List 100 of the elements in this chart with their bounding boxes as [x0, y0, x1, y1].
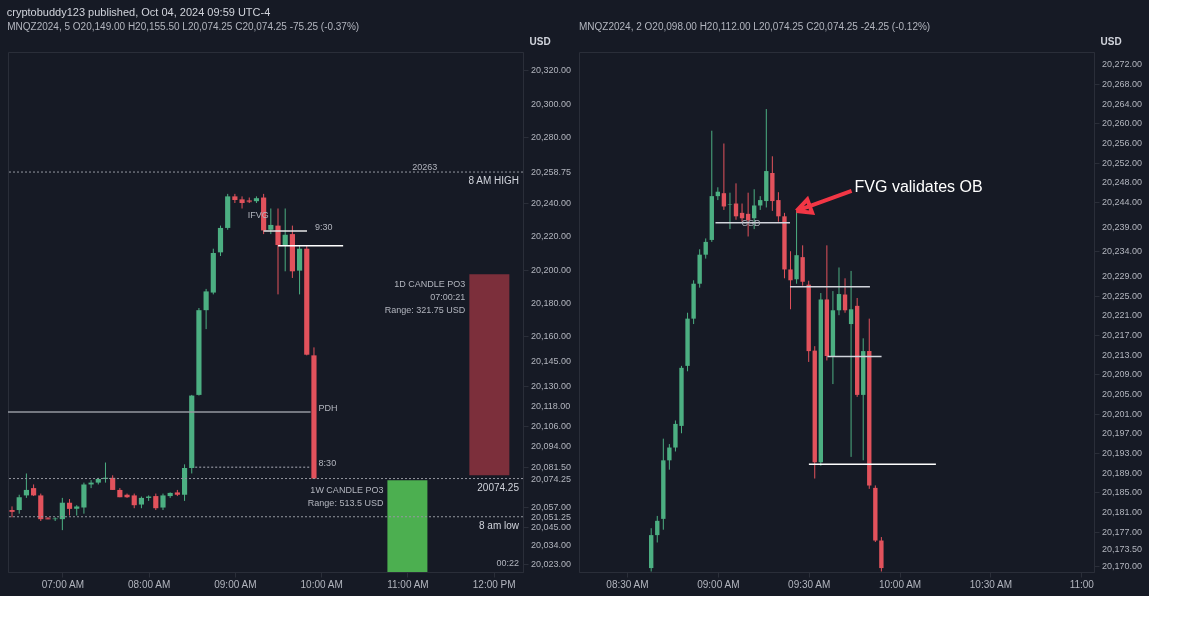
candlestick — [9, 505, 15, 518]
y-tick-label: 20,220.00 — [531, 231, 572, 242]
y-tick-label: 20,057.00 — [531, 502, 572, 513]
y-tick-label: 20,177.00 — [1102, 526, 1143, 537]
candlestick — [667, 443, 672, 471]
annotation: 00:22 — [496, 558, 519, 568]
candlestick — [45, 516, 51, 520]
candlestick — [81, 482, 87, 515]
chart-subtitle: MNQZ2024, 2 O20,098.00 H20,112.00 L20,074.25 C20,074.25 -24.25 (-0.12%) — [579, 21, 931, 32]
y-tick-label: 20,185.00 — [1102, 487, 1143, 498]
annotation: 20263 — [412, 161, 438, 172]
y-tick-label: 20,193.00 — [1102, 447, 1143, 458]
y-tick-label: 20,118.00 — [531, 400, 571, 411]
y-tick-label: 20,239.00 — [1102, 221, 1143, 232]
y-tick-label: 20,264.00 — [1102, 98, 1143, 109]
x-tick-label: 11:00 — [1069, 578, 1095, 590]
y-tick-label: 20,034.00 — [531, 540, 572, 551]
y-tick-label: 20,252.00 — [1102, 157, 1143, 168]
y-tick-label: 20,225.00 — [1102, 290, 1143, 301]
annotation: 9:30 — [314, 222, 333, 233]
x-tick-label: 07:00 AM — [41, 578, 84, 590]
candlestick — [239, 195, 245, 209]
annotation: FVG validates OB — [854, 177, 983, 195]
candlestick — [296, 244, 303, 295]
y-tick-label: 20,160.00 — [531, 331, 572, 342]
y-tick-label: 20,213.00 — [1102, 349, 1143, 360]
y-tick-label: 20,229.00 — [1102, 270, 1143, 281]
candlestick — [727, 192, 733, 230]
candlestick — [232, 193, 238, 204]
annotation: 1W CANDLE PO3 — [310, 485, 384, 496]
y-axis-title: USD — [1100, 35, 1122, 47]
x-tick-label: 08:30 AM — [606, 578, 649, 590]
candlestick — [721, 143, 727, 211]
candlestick — [836, 266, 842, 316]
candlestick — [16, 494, 22, 515]
y-tick-label: 20,094.00 — [531, 440, 572, 451]
chart-title: cryptobuddy123 published, Oct 04, 2024 09:59 UTC-4 — [6, 5, 271, 18]
y-tick-label: 20,074.25 — [531, 473, 572, 484]
y-tick-label: 20,234.00 — [1102, 246, 1143, 257]
annotation: Range: 513.5 USD — [307, 498, 384, 509]
y-tick-label: 20,023.00 — [531, 558, 572, 569]
y-tick-label: 20,145.00 — [531, 356, 572, 367]
candlestick — [848, 270, 854, 458]
y-tick-label: 20,320.00 — [531, 65, 572, 76]
x-tick-label: 09:00 AM — [697, 578, 740, 590]
x-tick-label: 10:00 AM — [878, 578, 922, 590]
y-tick-label: 20,272.00 — [1102, 59, 1143, 70]
x-tick-label: 08:00 AM — [127, 578, 171, 590]
annotation: Range: 321.75 USD — [384, 305, 466, 316]
y-tick-label: 20,081.50 — [531, 461, 572, 472]
candlestick — [703, 237, 708, 260]
candlestick — [124, 493, 130, 499]
y-tick-label: 20,221.00 — [1102, 310, 1143, 321]
chart-subtitle: MNQZ2024, 5 O20,149.00 H20,155.50 L20,074.25 C20,074.25 -75.25 (-0.37%) — [7, 21, 360, 32]
x-tick-label: 10:30 AM — [969, 578, 1013, 590]
y-tick-label: 20,051.25 — [531, 511, 572, 522]
y-axis-title: USD — [529, 35, 551, 47]
x-tick-label: 09:00 AM — [214, 578, 257, 590]
y-tick-label: 20,260.00 — [1102, 118, 1143, 129]
y-tick-label: 20,258.75 — [531, 167, 572, 178]
x-tick-label: 10:00 AM — [300, 578, 343, 590]
y-tick-label: 20,106.00 — [531, 420, 572, 431]
x-tick-label: 09:30 AM — [788, 578, 831, 590]
y-tick-label: 20,170.00 — [1102, 561, 1143, 572]
y-tick-label: 20,180.00 — [531, 297, 572, 308]
candlestick — [59, 497, 65, 531]
candlestick — [275, 208, 281, 295]
y-tick-label: 20,217.00 — [1102, 329, 1143, 340]
annotation: 1D CANDLE PO3 — [394, 279, 466, 290]
ref-line-label: 8 AM HIGH — [468, 175, 519, 187]
y-tick-label: 20,130.00 — [531, 380, 572, 391]
x-tick-label: 12:00 PM — [472, 578, 516, 590]
y-tick-label: 20,189.00 — [1102, 467, 1143, 478]
y-tick-label: 20,300.00 — [531, 98, 572, 109]
candlestick — [282, 208, 288, 272]
annotation: 8:30 — [318, 458, 337, 469]
y-tick-label: 20,240.00 — [531, 198, 572, 209]
x-tick-label: 11:00 AM — [387, 578, 429, 590]
candlestick — [268, 208, 274, 235]
y-tick-label: 20,197.00 — [1102, 428, 1143, 439]
candlestick — [203, 288, 209, 330]
y-tick-label: 20,280.00 — [531, 131, 572, 142]
y-tick-label: 20,173.50 — [1102, 543, 1143, 554]
y-tick-label: 20,256.00 — [1102, 138, 1143, 149]
y-tick-label: 20,205.00 — [1102, 388, 1143, 399]
y-tick-label: 20,244.00 — [1102, 197, 1143, 208]
candlestick — [655, 515, 660, 543]
annotation: PDH — [318, 403, 338, 414]
ref-line-label: 20074.25 — [477, 481, 520, 493]
y-tick-label: 20,248.00 — [1102, 177, 1143, 188]
ref-line-label: 8 am low — [478, 519, 520, 531]
y-tick-label: 20,268.00 — [1102, 78, 1143, 89]
y-tick-label: 20,045.00 — [531, 522, 572, 533]
y-tick-label: 20,209.00 — [1102, 369, 1143, 380]
y-tick-label: 20,200.00 — [531, 264, 572, 275]
y-tick-label: 20,201.00 — [1102, 408, 1143, 419]
candlestick — [38, 493, 44, 522]
annotation: 07:00:21 — [430, 292, 466, 303]
y-tick-label: 20,181.00 — [1102, 506, 1143, 517]
candlestick — [788, 250, 793, 310]
